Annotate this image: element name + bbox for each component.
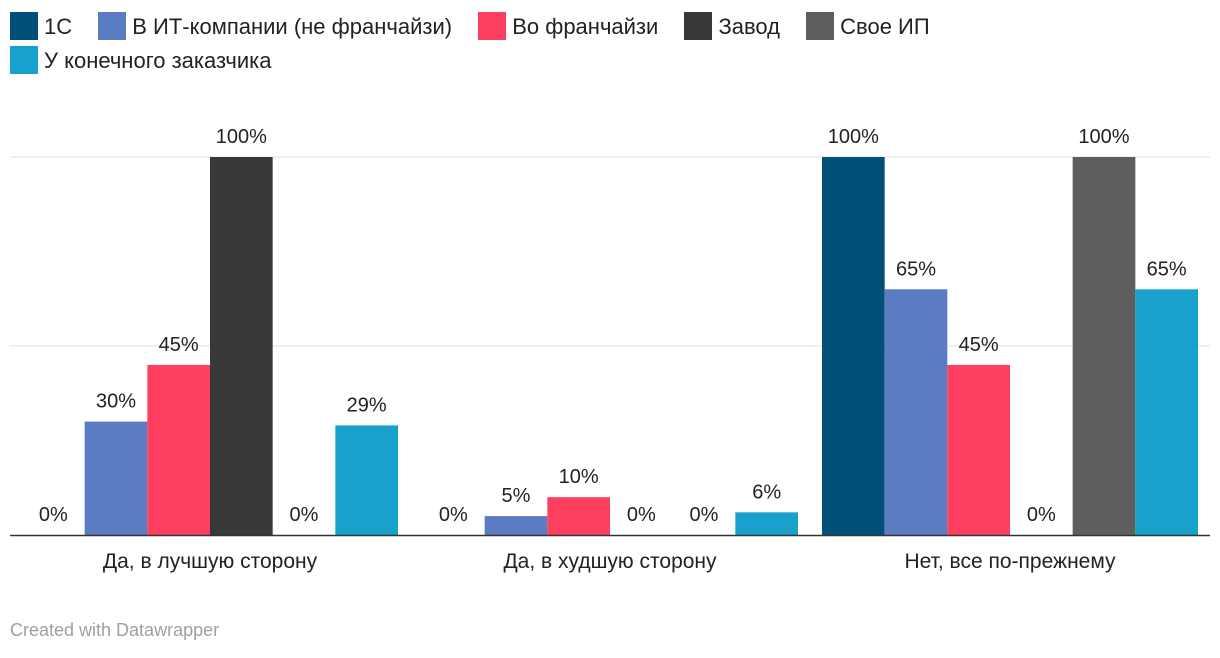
data-label: 100%: [1078, 126, 1129, 148]
legend-swatch: [10, 46, 38, 74]
data-label: 0%: [439, 504, 468, 526]
legend-label: Свое ИП: [840, 14, 930, 39]
bar: [147, 364, 210, 535]
legend-item-1c: 1С: [10, 10, 72, 44]
legend-item-it-company: В ИТ-компании (не франчайзи): [98, 10, 452, 44]
legend-item-own-business: Свое ИП: [806, 10, 930, 44]
bar: [822, 157, 885, 535]
data-label: 30%: [96, 391, 136, 413]
legend-label: В ИТ-компании (не франчайзи): [132, 14, 453, 39]
data-label: 0%: [627, 504, 656, 526]
bar: [735, 512, 798, 535]
legend-item-factory: Завод: [684, 10, 780, 44]
legend-swatch: [98, 12, 127, 40]
category-label: Нет, все по-прежнему: [904, 550, 1116, 573]
bar: [1072, 157, 1136, 535]
category-label: Да, в худшую сторону: [503, 550, 717, 573]
footer-credit: Created with Datawrapper: [10, 620, 220, 640]
legend-swatch: [806, 12, 835, 40]
data-label: 100%: [828, 126, 879, 148]
legend-label: У конечного заказчика: [44, 48, 272, 73]
data-label: 0%: [690, 504, 719, 526]
bar: [547, 497, 610, 535]
data-label: 45%: [159, 334, 199, 356]
bar: [1135, 289, 1198, 535]
chart-legend: 1С В ИТ-компании (не франчайзи) Во франч…: [10, 10, 1210, 78]
data-label: 6%: [752, 481, 781, 503]
data-label: 0%: [290, 504, 319, 526]
data-label: 65%: [896, 258, 936, 280]
legend-swatch: [478, 12, 507, 40]
bar: [884, 289, 948, 535]
bar: [947, 364, 1010, 535]
legend-label: Во франчайзи: [512, 14, 659, 39]
legend-label: 1С: [44, 14, 73, 39]
data-label: 45%: [959, 334, 999, 356]
legend-swatch: [684, 12, 713, 40]
data-label: 0%: [39, 504, 68, 526]
data-label: 29%: [347, 394, 387, 416]
data-label: 10%: [559, 466, 599, 488]
data-label: 0%: [1027, 504, 1056, 526]
legend-item-franchise: Во франчайзи: [478, 10, 658, 44]
legend-label: Завод: [718, 14, 780, 39]
data-label: 100%: [216, 126, 267, 148]
bar: [484, 516, 548, 535]
data-label: 5%: [502, 485, 531, 507]
data-label: 65%: [1147, 258, 1187, 280]
legend-item-end-customer: У конечного заказчика: [10, 44, 271, 78]
bar: [210, 157, 273, 535]
legend-swatch: [10, 12, 38, 40]
category-label: Да, в лучшую сторону: [103, 550, 318, 573]
bar: [84, 421, 148, 535]
bar: [335, 425, 398, 535]
